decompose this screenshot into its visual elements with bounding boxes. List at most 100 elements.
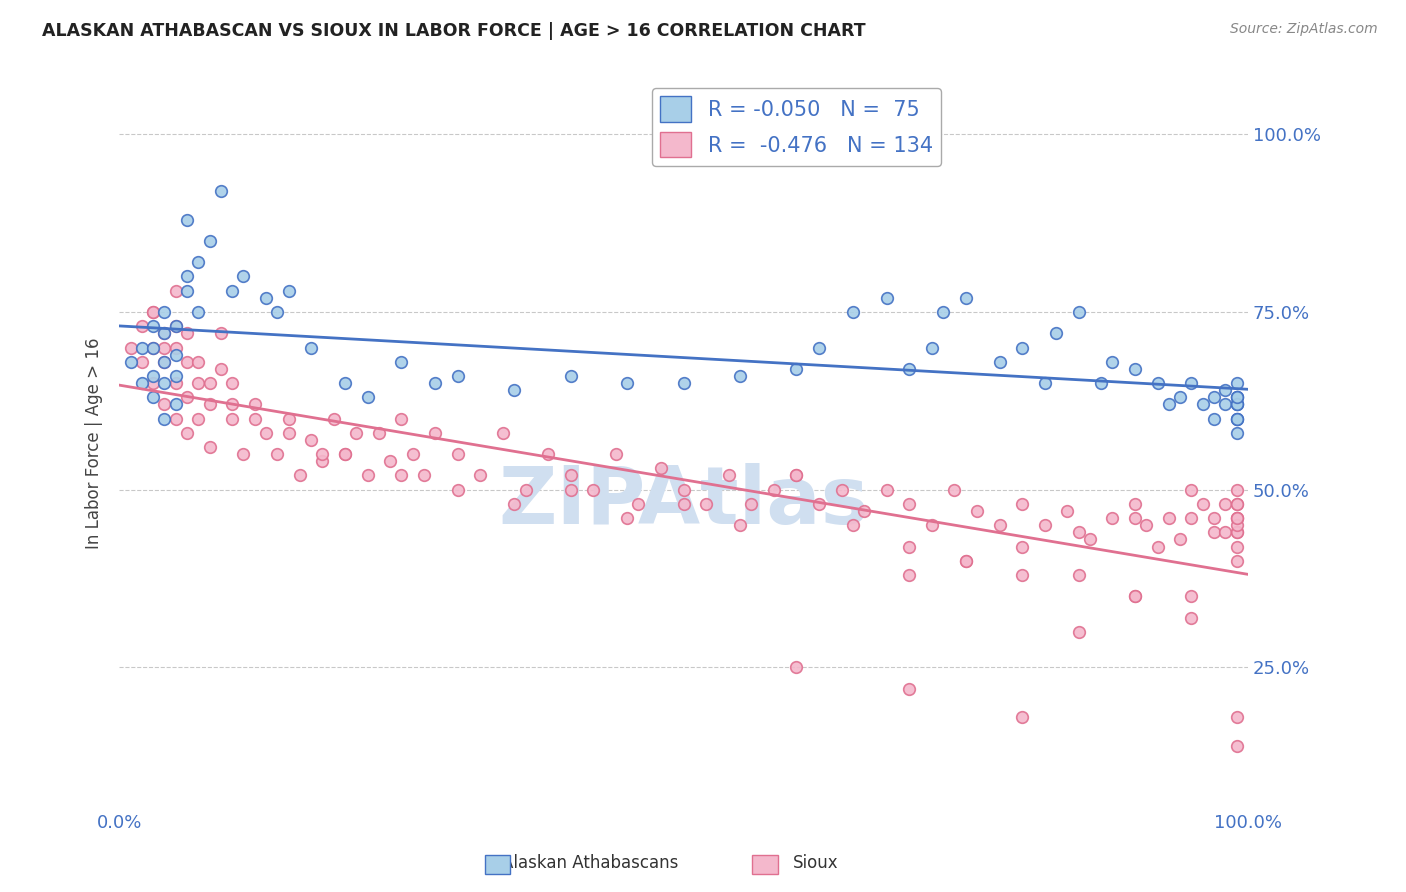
Point [1213,525,1236,540]
Point [165,397,187,411]
Point [277,411,299,425]
Point [807,341,830,355]
Point [966,504,988,518]
Point [153,326,176,341]
Point [153,326,176,341]
Point [988,355,1011,369]
Point [232,269,254,284]
Point [627,497,650,511]
Point [898,497,921,511]
Point [785,362,807,376]
Point [955,554,977,568]
Point [1101,511,1123,525]
Point [243,397,266,411]
Point [921,518,943,533]
Point [1225,518,1247,533]
Point [243,411,266,425]
Point [1225,376,1247,390]
Point [254,291,277,305]
Point [1033,376,1056,390]
Point [1090,376,1112,390]
Point [672,483,695,497]
Point [1146,540,1168,554]
Point [1213,497,1236,511]
Point [1067,624,1090,639]
Point [142,341,165,355]
Point [1202,525,1225,540]
Point [1157,397,1180,411]
Point [1225,411,1247,425]
Point [605,447,627,461]
Point [391,468,413,483]
Point [1067,525,1090,540]
Point [943,483,966,497]
Point [1202,411,1225,425]
Point [1168,390,1191,404]
Point [165,319,187,334]
Point [1191,397,1213,411]
Point [921,341,943,355]
Point [333,376,356,390]
Point [165,341,187,355]
Text: Sioux: Sioux [793,855,838,872]
Point [1225,497,1247,511]
Point [1225,411,1247,425]
Point [266,447,288,461]
Point [209,184,232,198]
Point [311,447,333,461]
Point [221,284,243,298]
Point [198,440,221,454]
Point [728,518,751,533]
Point [356,390,378,404]
Point [356,468,378,483]
Point [176,284,198,298]
Point [131,341,153,355]
Point [1135,518,1157,533]
Point [120,355,142,369]
Point [898,362,921,376]
Point [785,660,807,674]
Point [1011,568,1033,582]
Point [165,368,187,383]
Point [153,305,176,319]
Point [1011,540,1033,554]
Point [492,425,515,440]
Point [1225,483,1247,497]
Point [842,518,865,533]
Point [153,376,176,390]
Point [277,425,299,440]
Point [165,411,187,425]
Point [120,341,142,355]
Point [402,447,425,461]
Point [391,355,413,369]
Point [1225,411,1247,425]
Point [1067,305,1090,319]
Text: ZIPAtlas: ZIPAtlas [498,463,869,541]
Point [198,234,221,248]
Point [876,291,898,305]
Point [1101,355,1123,369]
Point [221,397,243,411]
Point [672,376,695,390]
Text: Source: ZipAtlas.com: Source: ZipAtlas.com [1230,22,1378,37]
Point [515,483,537,497]
Point [333,447,356,461]
Point [1202,511,1225,525]
Point [1180,511,1202,525]
Point [1225,710,1247,724]
Point [131,355,153,369]
Point [165,284,187,298]
Point [142,305,165,319]
Point [1225,497,1247,511]
Point [1045,326,1067,341]
Point [503,383,526,397]
Point [1225,390,1247,404]
Point [955,554,977,568]
Point [1157,511,1180,525]
Point [1225,540,1247,554]
Point [717,468,740,483]
Point [1180,610,1202,624]
Point [176,355,198,369]
Point [1225,525,1247,540]
Point [142,368,165,383]
